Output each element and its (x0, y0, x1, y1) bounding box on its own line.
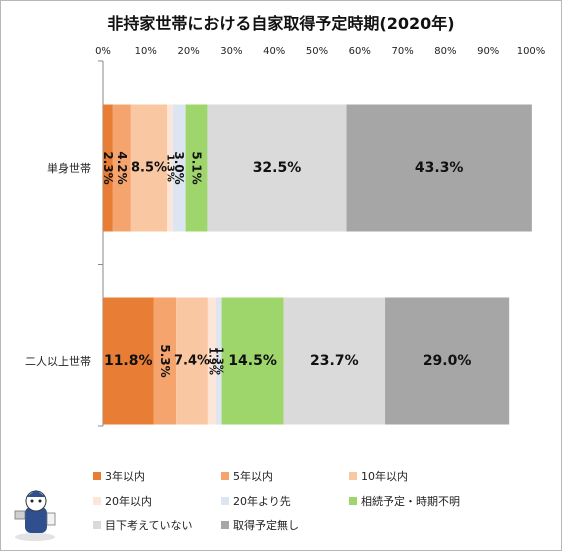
legend-swatch (221, 472, 229, 480)
legend-swatch (221, 521, 229, 529)
legend-label: 5年以内 (233, 469, 273, 483)
x-tick-label: 40% (263, 46, 285, 57)
bar-segment (185, 104, 208, 232)
bar-segment (283, 297, 386, 425)
legend-swatch (221, 497, 229, 505)
bar-segment (221, 297, 284, 425)
legend-swatch (93, 521, 101, 529)
legend-label: 20年より先 (233, 494, 291, 508)
data-label: 11.8% (104, 353, 153, 369)
data-label: 1.3% (164, 154, 175, 182)
data-label: 5.3% (158, 344, 172, 377)
legend-swatch (93, 472, 101, 480)
legend-label: 20年以内 (105, 494, 152, 508)
bar-segment (346, 104, 532, 232)
chart-title: 非持家世帯における自家取得予定時期(2020年) (107, 14, 454, 33)
x-tick-label: 0% (95, 46, 111, 57)
legend-label: 取得予定無し (233, 518, 299, 532)
data-label: 2.3% (101, 151, 115, 184)
legend-label: 10年以内 (361, 469, 408, 483)
bar-segment (167, 104, 173, 232)
legend-label: 相続予定・時期不明 (361, 494, 460, 508)
bar-segment (153, 297, 177, 425)
bar-segment (385, 297, 510, 425)
bar-segment (207, 104, 347, 232)
data-label: 23.7% (310, 353, 359, 369)
bar-segment (103, 297, 154, 425)
bar-segment (215, 297, 222, 425)
legend-swatch (349, 497, 357, 505)
x-tick-label: 30% (220, 46, 242, 57)
mascot-illustration (14, 490, 56, 541)
data-label: 8.5% (131, 161, 167, 176)
bar-segment (103, 104, 113, 232)
legend-label: 3年以内 (105, 469, 145, 483)
data-label: 4.2% (115, 151, 129, 184)
x-tick-label: 10% (135, 46, 157, 57)
bar-segment (172, 104, 186, 232)
legend-swatch (349, 472, 357, 480)
legend-swatch (93, 497, 101, 505)
data-label: 5.1% (190, 151, 204, 184)
x-tick-label: 80% (434, 46, 456, 57)
data-label: 3.0% (172, 151, 186, 184)
data-label: 32.5% (253, 160, 302, 176)
x-tick-label: 100% (517, 46, 546, 57)
bar-segment (176, 297, 208, 425)
data-label: 14.5% (228, 353, 277, 369)
bar-segment (112, 104, 131, 232)
data-label: 7.4% (174, 354, 210, 369)
x-tick-label: 70% (391, 46, 413, 57)
data-label: 29.0% (423, 353, 472, 369)
bar-segment (130, 104, 168, 232)
bar-segment (207, 297, 216, 425)
data-label: 1.9% (206, 347, 217, 375)
legend-label: 目下考えていない (105, 519, 192, 532)
data-label: 1.3% (213, 347, 224, 375)
category-label: 二人以上世帯 (25, 355, 91, 368)
data-label: 43.3% (415, 160, 464, 176)
x-tick-label: 50% (306, 46, 328, 57)
x-tick-label: 90% (477, 46, 499, 57)
x-tick-label: 60% (349, 46, 371, 57)
category-label: 単身世帯 (47, 161, 91, 175)
x-tick-label: 20% (177, 46, 199, 57)
